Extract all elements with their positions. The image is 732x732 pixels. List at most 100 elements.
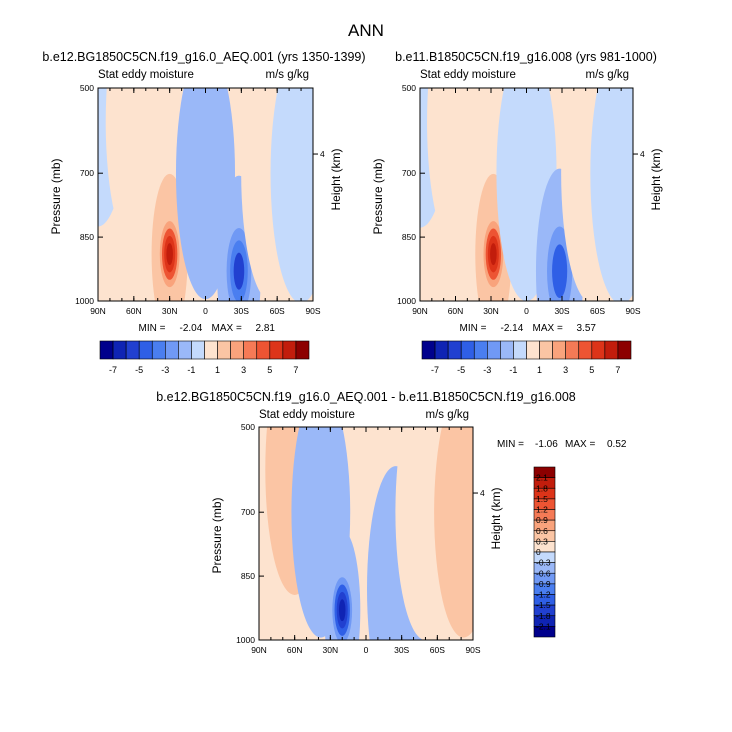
units-label: m/s g/kg: [586, 69, 629, 81]
colorbar-label: -1.8: [536, 611, 551, 621]
colorbar-label: 7: [615, 365, 620, 375]
x-tick-label: 90N: [412, 306, 428, 316]
colorbar-label: -0.3: [536, 558, 551, 568]
panel-title: b.e11.B1850C5CN.f19_g16.008 (yrs 981-100…: [395, 50, 657, 64]
x-tick-label: 0: [364, 645, 369, 655]
colorbar-label: 7: [293, 365, 298, 375]
x-tick-label: 30S: [554, 306, 569, 316]
x-tick-label: 60S: [590, 306, 605, 316]
colorbar-label: -1: [187, 365, 195, 375]
colorbar-label: -1.2: [536, 590, 551, 600]
units-label: m/s g/kg: [266, 69, 309, 81]
colorbar-swatch: [243, 340, 258, 360]
colorbar-swatch: [513, 340, 527, 360]
colorbar-label: 3: [241, 365, 246, 375]
colorbar-swatch: [604, 340, 619, 360]
colorbar-label: -5: [457, 365, 465, 375]
x-tick-label: 60N: [287, 645, 303, 655]
variable-label: Stat eddy moisture: [420, 69, 516, 81]
min-value: -1.06: [535, 439, 558, 450]
colorbar-label: 0.6: [536, 526, 548, 536]
y-tick-label: 500: [402, 83, 416, 93]
min-label: MIN =: [460, 323, 487, 334]
colorbar: -7 -5 -3 -1 1 3 5 7: [421, 340, 632, 375]
contour-region: [105, 88, 167, 252]
chart-panel-3: b.e12.BG1850C5CN.f19_g16.0_AEQ.001 - b.e…: [156, 390, 627, 655]
units-label: m/s g/kg: [426, 409, 469, 421]
colorbar-swatch: [526, 340, 540, 360]
colorbar-label: 0.9: [536, 515, 548, 525]
y-tick-label: 700: [80, 168, 94, 178]
min-label: MIN =: [139, 323, 166, 334]
contour-region: [233, 252, 245, 290]
max-value: 0.52: [607, 439, 627, 450]
colorbar-swatch: [217, 340, 231, 360]
x-tick-label: 30N: [162, 306, 178, 316]
panels: b.e12.BG1850C5CN.f19_g16.0_AEQ.001 (yrs …: [42, 50, 663, 655]
colorbar: -7 -5 -3 -1 1 3 5 7: [99, 340, 310, 375]
y-tick-label: 700: [402, 168, 416, 178]
x-tick-label: 30N: [483, 306, 499, 316]
colorbar-label: 0: [536, 547, 541, 557]
colorbar-swatch: [282, 340, 297, 360]
contour-region: [434, 427, 473, 638]
contour-field: [259, 427, 473, 640]
colorbar-label: -1: [509, 365, 517, 375]
colorbar-swatch: [204, 340, 218, 360]
colorbar-label: 1.5: [536, 494, 548, 504]
min-value: -2.14: [501, 323, 524, 334]
chart-panel-2: b.e11.B1850C5CN.f19_g16.008 (yrs 981-100…: [371, 50, 663, 375]
x-tick-label: 0: [524, 306, 529, 316]
x-tick-label: 30S: [394, 645, 409, 655]
colorbar-swatch: [421, 340, 436, 360]
colorbar-swatch: [500, 340, 514, 360]
y-tick-label: 500: [241, 422, 255, 432]
y-tick-label: 500: [80, 83, 94, 93]
y-tick-label: 700: [241, 507, 255, 517]
chart-panel-1: b.e12.BG1850C5CN.f19_g16.0_AEQ.001 (yrs …: [42, 50, 365, 375]
min-value: -2.04: [180, 323, 203, 334]
colorbar-swatch: [617, 340, 632, 360]
colorbar-swatch: [460, 340, 475, 360]
y-axis-title: Pressure (mb): [49, 158, 63, 234]
colorbar-swatch: [138, 340, 153, 360]
x-tick-label: 60S: [270, 306, 285, 316]
colorbar-label: -2.1: [536, 621, 551, 631]
y-right-tick-label: 4: [640, 149, 645, 159]
figure-title: ANN: [348, 21, 384, 40]
colorbar-label: 1: [537, 365, 542, 375]
colorbar-swatch: [565, 340, 580, 360]
colorbar-swatch: [487, 340, 501, 360]
colorbar-label: 1.8: [536, 483, 548, 493]
colorbar-label: -0.9: [536, 579, 551, 589]
colorbar-swatch: [533, 626, 556, 638]
y-tick-label: 850: [241, 571, 255, 581]
colorbar-label: 2.1: [536, 473, 548, 483]
colorbar-swatch: [578, 340, 593, 360]
colorbar-label: 1: [215, 365, 220, 375]
x-tick-label: 30N: [323, 645, 339, 655]
x-tick-label: 60S: [430, 645, 445, 655]
colorbar-swatch: [447, 340, 462, 360]
colorbar-label: -5: [135, 365, 143, 375]
y-tick-label: 850: [80, 232, 94, 242]
colorbar-label: -1.5: [536, 600, 551, 610]
colorbar-swatch: [256, 340, 271, 360]
contour-region: [427, 88, 489, 254]
colorbar-swatch: [230, 340, 244, 360]
colorbar-swatch: [112, 340, 127, 360]
colorbar-label: -7: [109, 365, 117, 375]
colorbar-label: -0.6: [536, 568, 551, 578]
colorbar-swatch: [473, 340, 488, 360]
y-right-tick-label: 4: [320, 149, 325, 159]
y-right-axis-title: Height (km): [329, 148, 343, 210]
colorbar-swatch: [552, 340, 566, 360]
colorbar-swatch: [269, 340, 284, 360]
y-axis-title: Pressure (mb): [371, 158, 385, 234]
colorbar-label: 0.3: [536, 536, 548, 546]
contour-field: [98, 88, 313, 301]
colorbar-label: -3: [161, 365, 169, 375]
colorbar-label: 5: [589, 365, 594, 375]
x-tick-label: 90S: [625, 306, 640, 316]
